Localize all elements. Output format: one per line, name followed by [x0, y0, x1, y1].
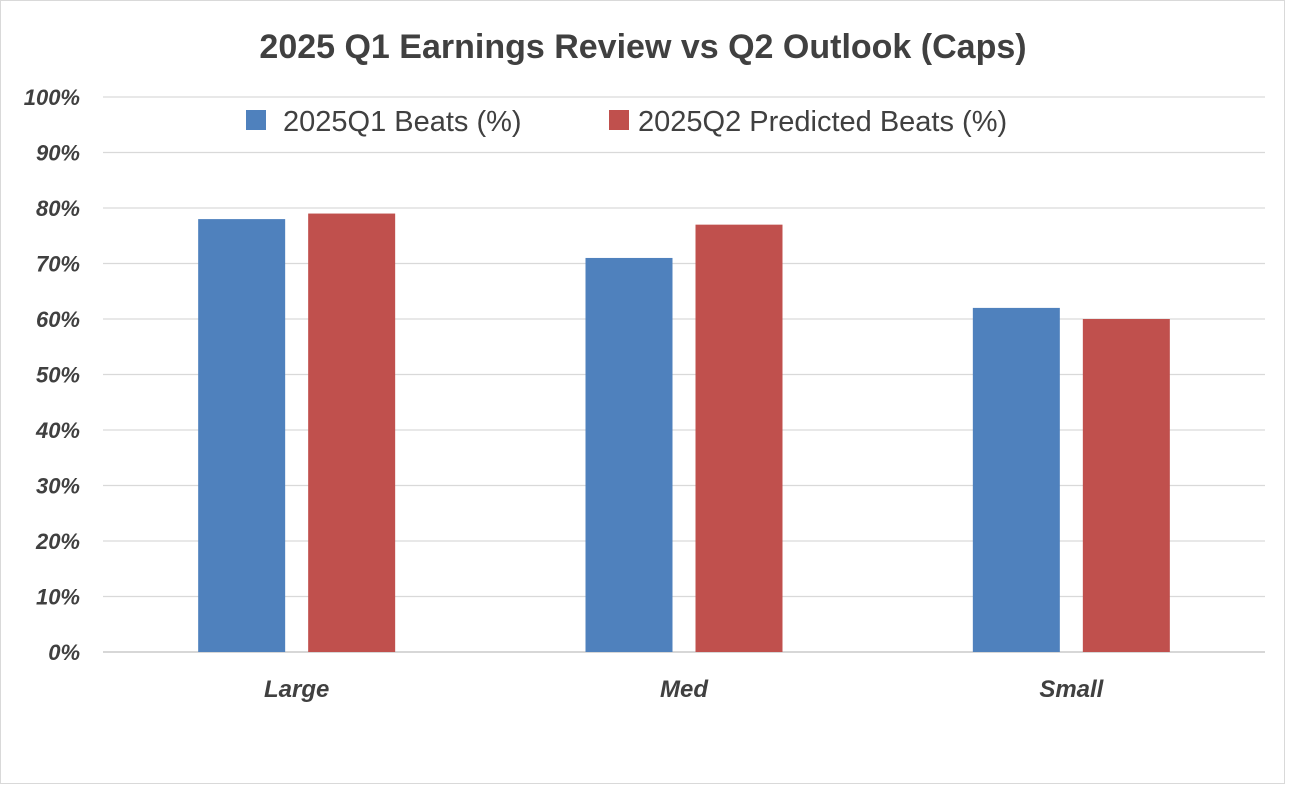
y-tick-label: 100%: [24, 85, 80, 110]
x-tick-label: Large: [264, 676, 329, 703]
y-tick-label: 60%: [36, 307, 80, 332]
bar-med-q2: [695, 224, 783, 652]
legend-label-q1: 2025Q1 Beats (%): [283, 106, 522, 138]
y-tick-label: 80%: [36, 196, 80, 221]
legend-swatch-q2: [609, 110, 629, 130]
y-tick-label: 70%: [36, 252, 80, 277]
bar-small-q1: [972, 307, 1060, 652]
y-tick-label: 20%: [35, 529, 80, 554]
bars: [198, 213, 1170, 653]
x-axis-ticks: Large Med Small: [264, 676, 1105, 703]
bar-small-q2: [1082, 319, 1170, 652]
y-tick-label: 50%: [36, 363, 80, 388]
y-tick-label: 90%: [36, 141, 80, 166]
y-axis-ticks: 0% 10% 20% 30% 40% 50% 60% 70% 80% 90% 100%: [24, 85, 80, 665]
chart-title: 2025 Q1 Earnings Review vs Q2 Outlook (C…: [259, 28, 1026, 66]
legend-swatch-q1: [246, 110, 266, 130]
y-tick-label: 10%: [36, 585, 80, 610]
bar-med-q1: [585, 257, 673, 652]
bar-large-q1: [198, 219, 286, 652]
gridlines: [103, 96, 1265, 653]
y-tick-label: 30%: [36, 474, 80, 499]
x-tick-label: Med: [660, 676, 709, 703]
y-tick-label: 40%: [35, 418, 80, 443]
bar-large-q2: [308, 213, 396, 653]
legend: 2025Q1 Beats (%) 2025Q2 Predicted Beats …: [246, 106, 1007, 138]
legend-label-q2: 2025Q2 Predicted Beats (%): [638, 106, 1007, 138]
x-tick-label: Small: [1039, 676, 1104, 703]
y-tick-label: 0%: [48, 640, 80, 665]
